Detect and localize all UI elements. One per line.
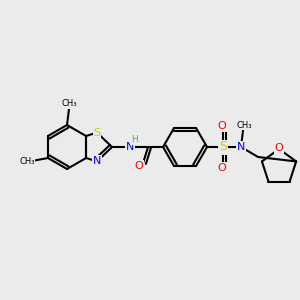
Text: CH₃: CH₃: [236, 121, 252, 130]
Text: O: O: [135, 161, 143, 171]
Text: CH₃: CH₃: [19, 157, 35, 166]
Text: S: S: [93, 128, 100, 138]
Text: H: H: [131, 136, 137, 145]
Text: O: O: [218, 121, 226, 131]
Text: N: N: [237, 142, 245, 152]
Text: N: N: [93, 156, 101, 167]
Text: N: N: [126, 142, 134, 152]
Text: S: S: [219, 140, 227, 154]
Text: O: O: [275, 143, 284, 153]
Text: CH₃: CH₃: [61, 100, 77, 109]
Text: O: O: [218, 163, 226, 173]
